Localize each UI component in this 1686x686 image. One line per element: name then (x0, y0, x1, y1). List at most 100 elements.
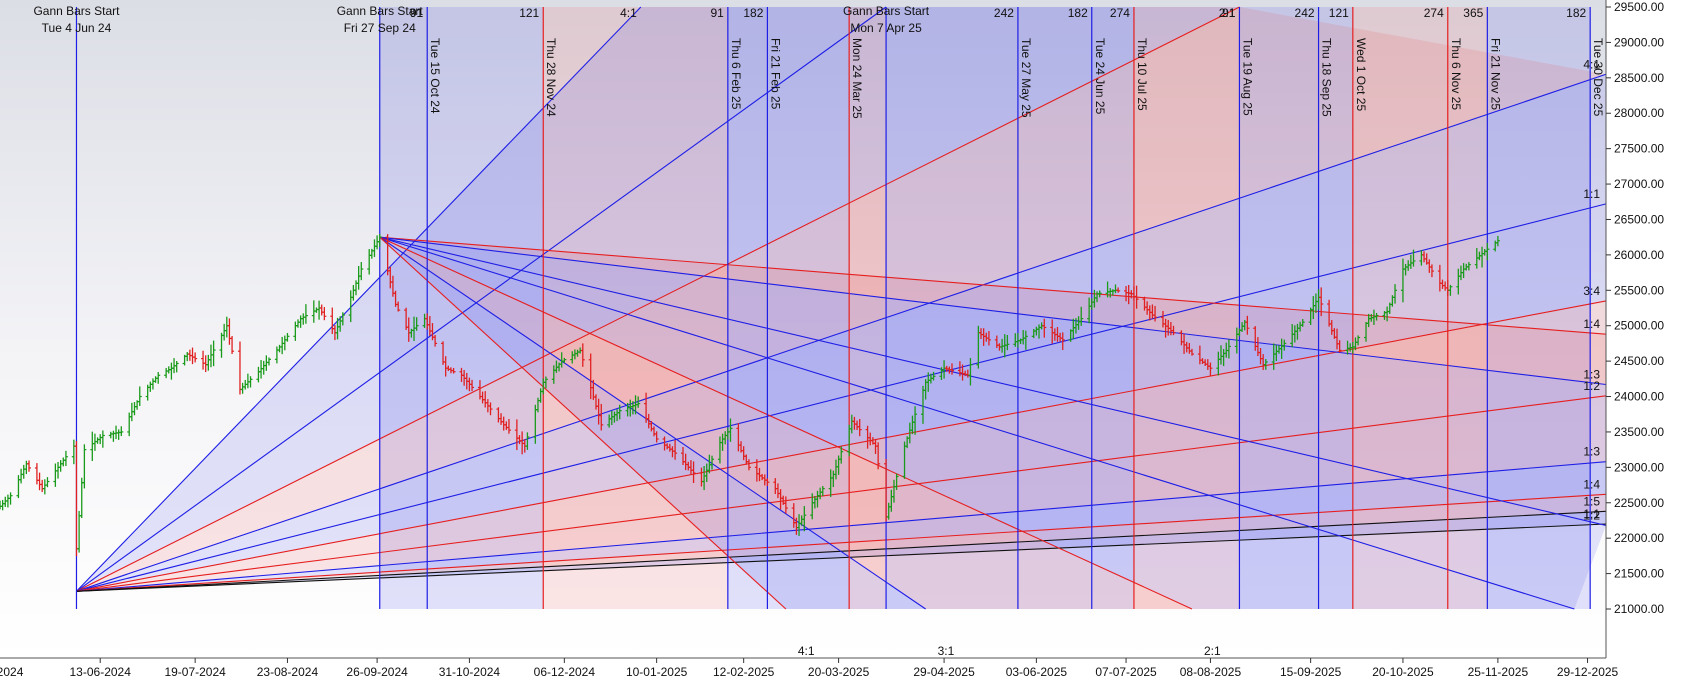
y-tick-label: 26000.00 (1614, 248, 1664, 262)
y-tick-label: 28000.00 (1614, 106, 1664, 120)
fan-low-ray (76, 523, 1607, 592)
cycle-header: Gann Bars Start (337, 4, 424, 18)
cycle-date-label: Tue 27 May 25 (1019, 38, 1033, 118)
gann-fan-lines (76, 6, 1607, 610)
cycle-header: Gann Bars Start (843, 4, 930, 18)
y-tick-label: 21500.00 (1614, 567, 1664, 581)
cycle-count-label: 182 (1068, 6, 1088, 20)
x-tick-label: 29-12-2025 (1557, 665, 1619, 679)
cycle-date-label: Fri 21 Feb 25 (768, 38, 782, 110)
x-tick-label: 29-04-2025 (913, 665, 975, 679)
cycle-date-label: Thu 18 Sep 25 (1320, 38, 1334, 117)
x-tick-label: 31-10-2024 (439, 665, 501, 679)
x-tick-label: 20-03-2025 (808, 665, 870, 679)
y-axis-panel (1606, 0, 1686, 681)
cycle-count-label: 91 (410, 6, 424, 20)
y-axis: 21000.00 21500.00 22000.00 22500.00 23000.00… (1605, 0, 1686, 681)
x-tick-label: 25-11-2025 (1468, 665, 1529, 679)
x-tick-label: 08-08-2025 (1180, 665, 1242, 679)
fan-low-ray (76, 493, 1607, 592)
y-tick-label: 21000.00 (1614, 602, 1664, 616)
fan-low-ray (76, 461, 1607, 592)
fan-high-fill (379, 237, 1606, 610)
cycle-date-label: Thu 6 Nov 25 (1449, 38, 1463, 110)
cycle-date-label: Tue 4 Jun 24 (42, 21, 112, 35)
cycle-count-label: 121 (1329, 6, 1349, 20)
chart-labels: Gann Bars Start Tue 4 Jun 24 Gann Bars Sta… (33, 4, 1605, 658)
fan-low-ray (76, 6, 887, 592)
fan-high-ray (379, 236, 787, 610)
y-tick-label: 25500.00 (1614, 283, 1664, 297)
fan-ratio-label: 4:1 (1583, 57, 1600, 71)
fan-ratio-label: 1:4 (1583, 477, 1600, 491)
cycle-date-label: Thu 6 Feb 25 (729, 38, 743, 110)
bottom-ratio-label: 3:1 (938, 644, 955, 658)
price-bars (0, 233, 1500, 557)
fan-ratio-label: 1:3 (1583, 445, 1600, 459)
timeframe-shade (1487, 7, 1591, 609)
cycle-count-label: 242 (1295, 6, 1315, 20)
timeframe-shade (1091, 7, 1134, 609)
top-ratio-label: 91 (410, 6, 424, 20)
timeframe-shade (543, 7, 728, 609)
bottom-ratio-label: 2:1 (1204, 644, 1221, 658)
x-axis: 2024 13-06-2024 19-07-2024 23-08-2024 26-09-… (0, 657, 1619, 681)
x-axis-panel (0, 658, 1606, 681)
y-tick-label: 29000.00 (1614, 35, 1664, 49)
top-ratio-label: 2:1 (1219, 6, 1236, 20)
fan-low-ray (76, 73, 1607, 592)
x-tick-label: 12-02-2025 (713, 665, 775, 679)
x-tick-label: 06-12-2024 (534, 665, 596, 679)
x-tick-label: 13-06-2024 (70, 665, 132, 679)
cycle-date-label: Wed 1 Oct 25 (1354, 38, 1368, 111)
cycle-date-label: Tue 19 Aug 25 (1240, 38, 1254, 116)
fan-ratio-label: 1:2 (1583, 379, 1600, 393)
timeframe-shade (1447, 7, 1488, 609)
fan-high-ray (379, 236, 1607, 335)
fan-high-ray (379, 236, 1575, 610)
fan-low-ray (76, 395, 1607, 592)
y-tick-label: 28500.00 (1614, 71, 1664, 85)
cycle-count-label: 274 (1424, 6, 1444, 20)
cycle-date-label: Thu 28 Nov 24 (544, 38, 558, 117)
x-tick-label: 10-01-2025 (626, 665, 688, 679)
cycle-date-label: Mon 24 Mar 25 (850, 38, 864, 119)
timeframe-shade (427, 7, 544, 609)
x-tick-label: 03-06-2025 (1006, 665, 1068, 679)
fan-ratio-label: 1:2 (1583, 508, 1600, 522)
cycle-count-label: 182 (743, 6, 763, 20)
fan-ratio-label: 1:1 (1583, 507, 1600, 521)
fan-ratio-label: 3:4 (1583, 284, 1600, 298)
y-tick-label: 22000.00 (1614, 531, 1664, 545)
cycle-date-label: Thu 10 Jul 25 (1135, 38, 1149, 111)
timeframe-shade (886, 7, 1018, 609)
x-tick-label: 23-08-2024 (257, 665, 319, 679)
fan-ratio-label: 1:1 (1583, 187, 1600, 201)
cycle-date-label: Fri 27 Sep 24 (344, 21, 416, 35)
plot-background (0, 0, 1606, 658)
cycle-count-label: 91 (1222, 6, 1236, 20)
fan-high-ray (379, 236, 926, 610)
cycle-date-label: Fri 21 Nov 25 (1488, 38, 1502, 110)
fan-low-fill (76, 7, 1606, 592)
cycle-count-label: 242 (994, 6, 1014, 20)
y-tick-label: 22500.00 (1614, 496, 1664, 510)
timeframe-shade (1352, 7, 1448, 609)
y-tick-label: 26500.00 (1614, 212, 1664, 226)
fan-high-fill (379, 237, 1606, 526)
cycle-count-label: 91 (710, 6, 724, 20)
fan-low-ray (76, 6, 642, 592)
cycle-count-label: 274 (1110, 6, 1130, 20)
bottom-ratio-label: 4:1 (798, 644, 815, 658)
timeframe-shades (379, 7, 1591, 609)
cycle-date-label: Mon 7 Apr 25 (850, 21, 922, 35)
y-tick-label: 23500.00 (1614, 425, 1664, 439)
cycle-count-label: 182 (1566, 6, 1586, 20)
x-tick-label: 07-07-2025 (1095, 665, 1157, 679)
cycle-date-label: Tue 15 Oct 24 (428, 38, 442, 114)
y-tick-label: 27500.00 (1614, 142, 1664, 156)
cycle-count-label: 365 (1463, 6, 1483, 20)
x-tick-label: 26-09-2024 (346, 665, 408, 679)
